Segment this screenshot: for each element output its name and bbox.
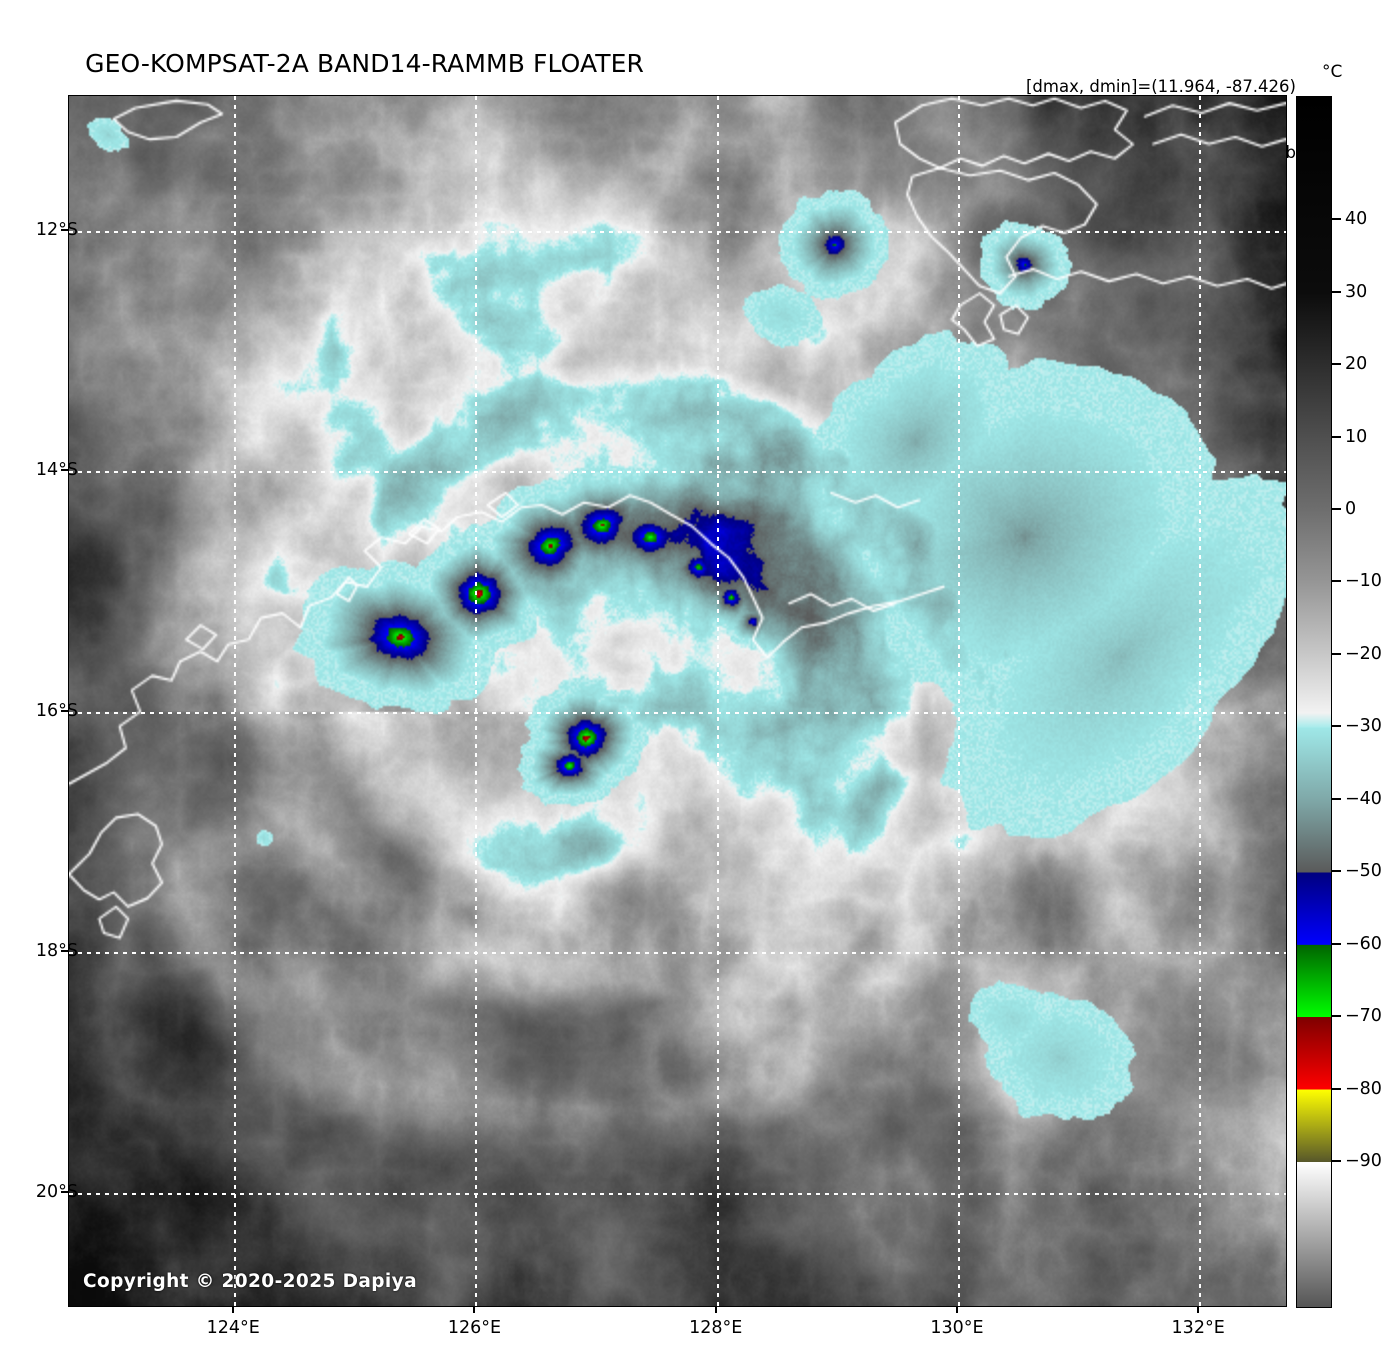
- y-axis-tick-label: 12°S: [35, 219, 78, 240]
- x-axis-tickmark: [714, 1306, 717, 1313]
- colorbar-tickmark: [1332, 363, 1341, 366]
- colorbar-tickmark: [1332, 1015, 1341, 1018]
- colorbar-tick-label: −80: [1345, 1078, 1382, 1099]
- x-axis-tickmark: [955, 1306, 958, 1313]
- colorbar-tick-label: −20: [1345, 643, 1382, 664]
- title-line-1: GEO-KOMPSAT-2A BAND14-RAMMB FLOATER: [85, 49, 644, 78]
- colorbar-tickmark: [1332, 1087, 1341, 1090]
- colorbar-tick-label: −70: [1345, 1006, 1382, 1027]
- colorbar-tick-label: 40: [1345, 209, 1368, 230]
- temperature-colorbar[interactable]: [1296, 96, 1332, 1308]
- y-axis-tick-label: 14°S: [35, 460, 78, 481]
- copyright-text: Copyright © 2020-2025 Dapiya: [83, 1271, 417, 1292]
- x-axis-tickmark: [1197, 1306, 1200, 1313]
- y-axis-tick-label: 16°S: [35, 700, 78, 721]
- x-axis-tickmark: [232, 1306, 235, 1313]
- y-axis-tickmark: [61, 950, 68, 953]
- x-axis-tick-label: 124°E: [206, 1318, 260, 1338]
- colorbar-tick-label: −40: [1345, 788, 1382, 809]
- colorbar-tick-label: −50: [1345, 861, 1382, 882]
- y-axis-tickmark: [61, 709, 68, 712]
- x-axis-tickmark: [473, 1306, 476, 1313]
- x-axis-tick-label: 130°E: [930, 1318, 984, 1338]
- colorbar-tickmark: [1332, 507, 1341, 510]
- y-axis-tickmark: [61, 228, 68, 231]
- colorbar-tickmark: [1332, 870, 1341, 873]
- colorbar-tick-label: 10: [1345, 426, 1368, 447]
- satellite-infrared-image: [69, 96, 1286, 1306]
- y-axis-tickmark: [61, 469, 68, 472]
- colorbar-tickmark: [1332, 797, 1341, 800]
- colorbar-gradient: [1297, 97, 1331, 1307]
- colorbar-tickmark: [1332, 290, 1341, 293]
- x-axis-tick-label: 132°E: [1171, 1318, 1225, 1338]
- colorbar-tickmark: [1332, 725, 1341, 728]
- colorbar-tick-label: −30: [1345, 716, 1382, 737]
- colorbar-tick-label: −90: [1345, 1151, 1382, 1172]
- colorbar-tickmark: [1332, 942, 1341, 945]
- colorbar-tickmark: [1332, 652, 1341, 655]
- colorbar-tick-label: −10: [1345, 571, 1382, 592]
- colorbar-tick-label: 30: [1345, 281, 1368, 302]
- colorbar-tickmark: [1332, 580, 1341, 583]
- colorbar-unit-label: °C: [1322, 62, 1343, 82]
- colorbar-tick-label: 0: [1345, 498, 1357, 519]
- x-axis-tick-label: 126°E: [447, 1318, 502, 1338]
- colorbar-tickmark: [1332, 218, 1341, 221]
- y-axis-tickmark: [61, 1190, 68, 1193]
- y-axis-tick-label: 18°S: [35, 941, 78, 962]
- colorbar-tick-label: 20: [1345, 354, 1368, 375]
- colorbar-tickmark: [1332, 1160, 1341, 1163]
- y-axis-tick-label: 20°S: [35, 1181, 78, 1202]
- data-range-text: [dmax, dmin]=(11.964, -87.426): [1026, 77, 1296, 96]
- colorbar-tickmark: [1332, 435, 1341, 438]
- colorbar-tick-label: −60: [1345, 933, 1382, 954]
- x-axis-tick-label: 128°E: [689, 1318, 743, 1338]
- satellite-image-panel[interactable]: Copyright © 2020-2025 Dapiya: [68, 95, 1287, 1307]
